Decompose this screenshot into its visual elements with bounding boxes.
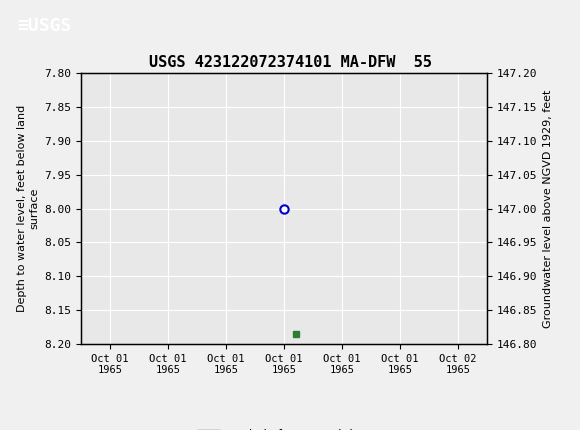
Y-axis label: Depth to water level, feet below land
surface: Depth to water level, feet below land su… (17, 105, 39, 312)
Legend: Period of approved data: Period of approved data (192, 424, 376, 430)
Y-axis label: Groundwater level above NGVD 1929, feet: Groundwater level above NGVD 1929, feet (543, 89, 553, 328)
Text: ≡USGS: ≡USGS (17, 17, 72, 35)
Text: USGS 423122072374101 MA-DFW  55: USGS 423122072374101 MA-DFW 55 (148, 55, 432, 70)
